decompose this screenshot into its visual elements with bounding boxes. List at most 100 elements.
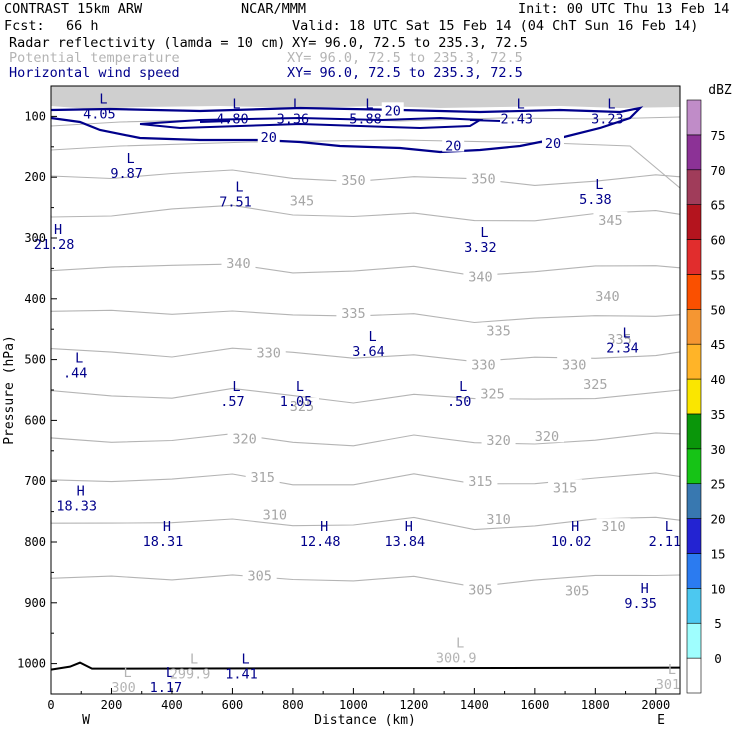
extremum-value: 10.02 (551, 534, 592, 550)
colorbar-swatch (686, 553, 702, 589)
colorbar-swatch (686, 378, 702, 415)
theta-label-315: 315 (468, 474, 492, 490)
theta-contour-325 (50, 387, 681, 404)
theta-label-305: 305 (247, 568, 271, 584)
extremum-value: 2.43 (500, 111, 533, 127)
extremum-value: 300.9 (436, 651, 477, 667)
theta-label-bg (221, 254, 256, 269)
theta-label-bg (557, 356, 592, 371)
colorbar-swatch (686, 134, 702, 171)
extremum-type: L (235, 180, 243, 196)
theta-label-340: 340 (595, 289, 619, 305)
extremum-type: L (75, 350, 83, 366)
colorbar-swatch (686, 448, 702, 485)
y-axis-title: Pressure (hPa) (2, 335, 17, 445)
theta-label-310: 310 (486, 512, 510, 528)
theta-label-310: 310 (263, 508, 287, 524)
colorbar-swatch (686, 239, 702, 275)
extremum-type: L (296, 379, 304, 395)
colorbar-swatch (686, 343, 702, 380)
theta-label-bg (336, 172, 371, 187)
theta-label-320: 320 (535, 429, 559, 445)
extremum-value: .57 (220, 394, 244, 410)
colorbar-level: 15 (710, 546, 725, 561)
extremum-type: L (166, 665, 174, 681)
y-tick-label: 700 (24, 474, 46, 488)
extremum-type: H (77, 484, 85, 500)
y-tick-label: 800 (24, 535, 46, 549)
theta-label-305: 305 (565, 584, 589, 600)
extremum-type: L (622, 326, 630, 342)
field-wind-xy: XY= 96.0, 72.5 to 235.3, 72.5 (287, 65, 523, 81)
extrema-labels: L4.05L4.80L3.36L5.88L2.43L3.23L9.87L7.51… (34, 91, 681, 695)
y-tick-label: 900 (24, 596, 46, 610)
wind-contour-1 (139, 116, 484, 130)
colorbar-unit: dBZ (708, 83, 732, 98)
surface-line (50, 661, 681, 671)
theta-label-bg (475, 385, 510, 400)
theta-label-345: 345 (598, 213, 622, 229)
x-tick-label: 0 (47, 698, 54, 712)
theta-label-310: 310 (601, 519, 625, 535)
extremum-value: 3.32 (464, 240, 497, 256)
theta-label-bg (529, 428, 564, 443)
extremum-value: 18.33 (56, 499, 97, 515)
theta-label-bg (466, 170, 501, 185)
extremum-value: 4.05 (83, 106, 116, 122)
theta-label-340: 340 (468, 269, 492, 285)
colorbar-swatch (686, 99, 702, 136)
theta-label-bg (560, 582, 595, 597)
extremum-value: .50 (447, 394, 471, 410)
theta-label-330: 330 (257, 345, 281, 361)
x-tick-label: 1600 (520, 698, 549, 712)
extremum-type: H (163, 519, 171, 535)
theta-contour-335 (50, 309, 681, 324)
extremum-type: L (665, 519, 673, 535)
x-tick-label: 1800 (581, 698, 610, 712)
model-title: CONTRAST 15km ARW (4, 1, 143, 17)
field-reflectivity-name: Radar reflectivity (lamda = 10 cm) (9, 35, 286, 51)
theta-label-bg (481, 510, 516, 525)
field-theta-name: Potential temperature (9, 50, 180, 66)
colorbar-level: 25 (710, 477, 725, 492)
wind-label-bg (541, 135, 564, 150)
colorbar-swatch (686, 274, 702, 310)
theta-label-bg (596, 518, 631, 533)
x-tick-label: 800 (282, 698, 304, 712)
theta-label-330: 330 (562, 357, 586, 373)
colorbar-swatch (686, 588, 702, 624)
x-axis-west-label: W (82, 713, 90, 728)
extremum-value: 9.35 (624, 596, 657, 612)
wind-contour-0 (50, 106, 644, 154)
theta-label-bg (463, 268, 498, 283)
theta-contour-320 (50, 432, 681, 447)
theta-label-bg (245, 468, 280, 483)
colorbar-level: 65 (710, 198, 725, 213)
extremum-value: 301 (656, 677, 680, 693)
theta-label-bg (466, 356, 501, 371)
extremum-type: H (405, 519, 413, 535)
extremum-value: 2.11 (649, 534, 682, 550)
theta-label-bg (463, 473, 498, 488)
theta-label-335: 335 (607, 332, 631, 348)
extremum-value: 300 (111, 680, 135, 696)
wind-speed-label: 20 (545, 136, 561, 152)
reflectivity-shading (51, 86, 680, 109)
x-tick-label: 1000 (339, 698, 368, 712)
theta-label-325: 325 (583, 377, 607, 393)
extremum-value: 13.84 (384, 534, 425, 550)
theta-label-335: 335 (486, 323, 510, 339)
init-time: Init: 00 UTC Thu 13 Feb 14 (518, 1, 730, 17)
axes: 0 200 400 600 800 1000 1200 1400 1600 1800 2000 100… (17, 109, 670, 712)
colorbar-level: 5 (714, 616, 722, 631)
wind-label-bg (442, 137, 465, 152)
y-tick-label: 1000 (17, 657, 46, 671)
theta-label-bg (481, 431, 516, 446)
extremum-type: L (190, 651, 198, 667)
x-tick-label: 400 (161, 698, 183, 712)
theta-label-bg (481, 322, 516, 337)
theta-label-320: 320 (232, 432, 256, 448)
y-tick-label: 300 (24, 231, 46, 245)
wind-speed-label: 20 (445, 139, 461, 155)
agency-label: NCAR/MMM (241, 1, 307, 17)
